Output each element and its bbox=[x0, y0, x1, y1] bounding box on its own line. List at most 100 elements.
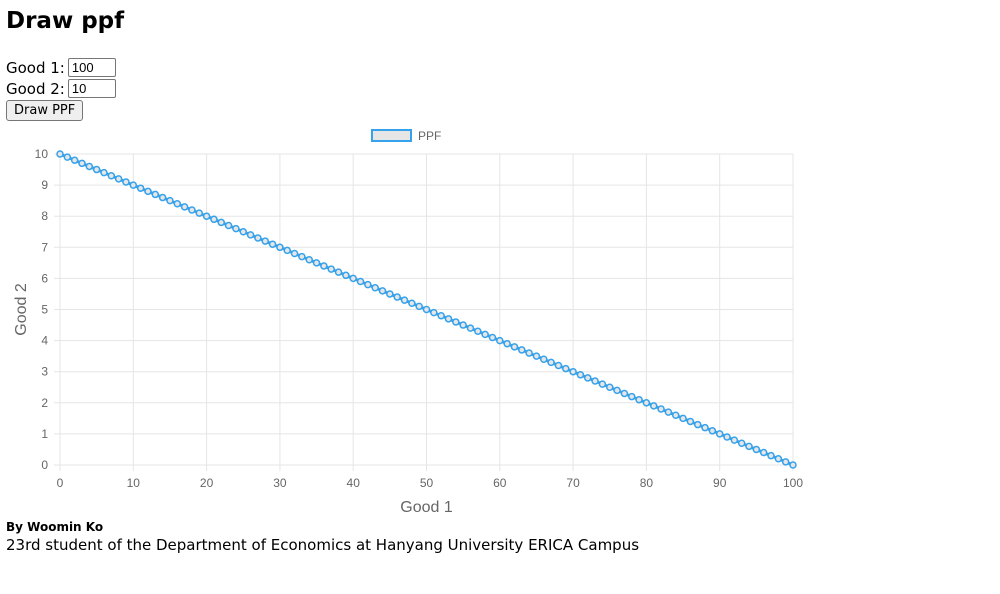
data-point bbox=[239, 228, 247, 236]
data-point bbox=[745, 442, 753, 451]
ppf-chart: 0 10 20 30 40 50 60 70 80 90 100 0 1 2 3 4 5 6 7 8 9 10 Good 1… bbox=[13, 129, 803, 516]
data-point bbox=[246, 231, 255, 239]
data-point bbox=[635, 395, 643, 404]
data-point bbox=[518, 346, 526, 354]
data-point bbox=[584, 374, 592, 382]
chart-axes: 0 10 20 30 40 50 60 70 80 90 100 0 1 2 3 4 5 6 7 8 9 10 Good 1… bbox=[13, 147, 803, 516]
data-point bbox=[657, 405, 665, 413]
data-point bbox=[283, 246, 291, 255]
y-tick-label: 4 bbox=[41, 334, 48, 348]
x-tick-label: 50 bbox=[420, 476, 434, 490]
data-point bbox=[723, 433, 731, 441]
y-tick-label: 2 bbox=[41, 396, 48, 410]
data-point bbox=[774, 455, 783, 463]
chart-legend[interactable]: PPF bbox=[371, 129, 441, 143]
x-tick-label: 0 bbox=[57, 476, 64, 490]
data-point bbox=[349, 274, 357, 283]
x-tick-label: 90 bbox=[713, 476, 727, 490]
data-point bbox=[569, 367, 577, 376]
data-point bbox=[312, 259, 321, 267]
data-point bbox=[232, 224, 240, 233]
data-point bbox=[466, 324, 475, 332]
author-credit: By Woomin Ko bbox=[6, 520, 104, 534]
data-point bbox=[320, 262, 328, 270]
data-point bbox=[481, 330, 489, 339]
data-point bbox=[166, 196, 174, 205]
data-point bbox=[151, 190, 160, 199]
legend-swatch[interactable] bbox=[371, 129, 412, 142]
data-point bbox=[129, 181, 138, 189]
data-point bbox=[290, 249, 299, 258]
data-point bbox=[767, 451, 775, 460]
data-point bbox=[715, 430, 724, 438]
y-tick-label: 8 bbox=[41, 209, 48, 223]
y-tick-label: 0 bbox=[41, 458, 48, 472]
data-point bbox=[92, 165, 101, 174]
legend-label[interactable]: PPF bbox=[418, 129, 441, 143]
data-point bbox=[576, 371, 585, 379]
good2-row: Good 2: bbox=[6, 78, 116, 99]
data-point bbox=[393, 293, 401, 301]
data-point bbox=[759, 448, 768, 457]
data-point bbox=[620, 389, 629, 398]
data-point bbox=[217, 218, 226, 227]
data-point bbox=[525, 349, 533, 357]
data-point bbox=[452, 318, 460, 326]
chart-grid bbox=[54, 153, 794, 471]
draw-ppf-button[interactable]: Draw PPF bbox=[6, 100, 84, 121]
y-tick-label: 6 bbox=[41, 271, 48, 285]
data-point bbox=[158, 193, 167, 202]
data-point bbox=[591, 377, 599, 385]
data-point bbox=[437, 311, 445, 320]
good2-label: Good 2: bbox=[6, 79, 65, 98]
data-point bbox=[107, 172, 116, 180]
data-point bbox=[305, 255, 313, 264]
data-point bbox=[532, 352, 541, 360]
data-point bbox=[671, 411, 680, 419]
data-point bbox=[444, 315, 453, 323]
data-point bbox=[613, 386, 621, 395]
x-tick-label: 80 bbox=[640, 476, 654, 490]
x-tick-label: 100 bbox=[783, 476, 803, 490]
x-tick-label: 40 bbox=[347, 476, 361, 490]
data-point bbox=[364, 280, 372, 289]
data-point bbox=[781, 458, 790, 466]
data-point bbox=[254, 234, 262, 242]
data-point bbox=[408, 299, 416, 308]
data-point bbox=[430, 308, 438, 317]
data-point bbox=[202, 212, 211, 220]
data-point bbox=[459, 321, 467, 329]
data-point bbox=[649, 402, 658, 410]
x-tick-label: 30 bbox=[273, 476, 287, 490]
data-point bbox=[415, 302, 423, 311]
data-point bbox=[627, 392, 636, 401]
data-point bbox=[144, 187, 152, 196]
data-point bbox=[474, 327, 482, 336]
good1-input[interactable] bbox=[67, 58, 116, 77]
data-point bbox=[664, 408, 673, 416]
good2-input[interactable] bbox=[67, 79, 116, 98]
good1-row: Good 1: bbox=[6, 57, 116, 78]
data-point bbox=[334, 268, 343, 276]
author-affiliation: 23rd student of the Department of Econom… bbox=[6, 536, 640, 554]
data-point bbox=[510, 343, 519, 351]
data-point bbox=[276, 243, 284, 252]
x-tick-label: 10 bbox=[127, 476, 141, 490]
data-point bbox=[496, 336, 504, 345]
data-point bbox=[503, 339, 511, 348]
data-point bbox=[210, 215, 218, 224]
data-point bbox=[63, 153, 72, 161]
data-point bbox=[70, 156, 79, 164]
data-point bbox=[356, 277, 365, 286]
data-point bbox=[386, 290, 394, 298]
y-tick-label: 7 bbox=[41, 240, 48, 254]
data-point bbox=[554, 361, 563, 370]
data-point bbox=[562, 364, 570, 373]
data-point bbox=[378, 287, 387, 295]
data-point bbox=[701, 423, 709, 432]
x-axis-title: Good 1 bbox=[400, 499, 453, 516]
y-tick-label: 9 bbox=[41, 178, 48, 192]
data-point bbox=[114, 175, 123, 183]
data-point bbox=[730, 436, 739, 444]
data-point bbox=[540, 355, 548, 364]
